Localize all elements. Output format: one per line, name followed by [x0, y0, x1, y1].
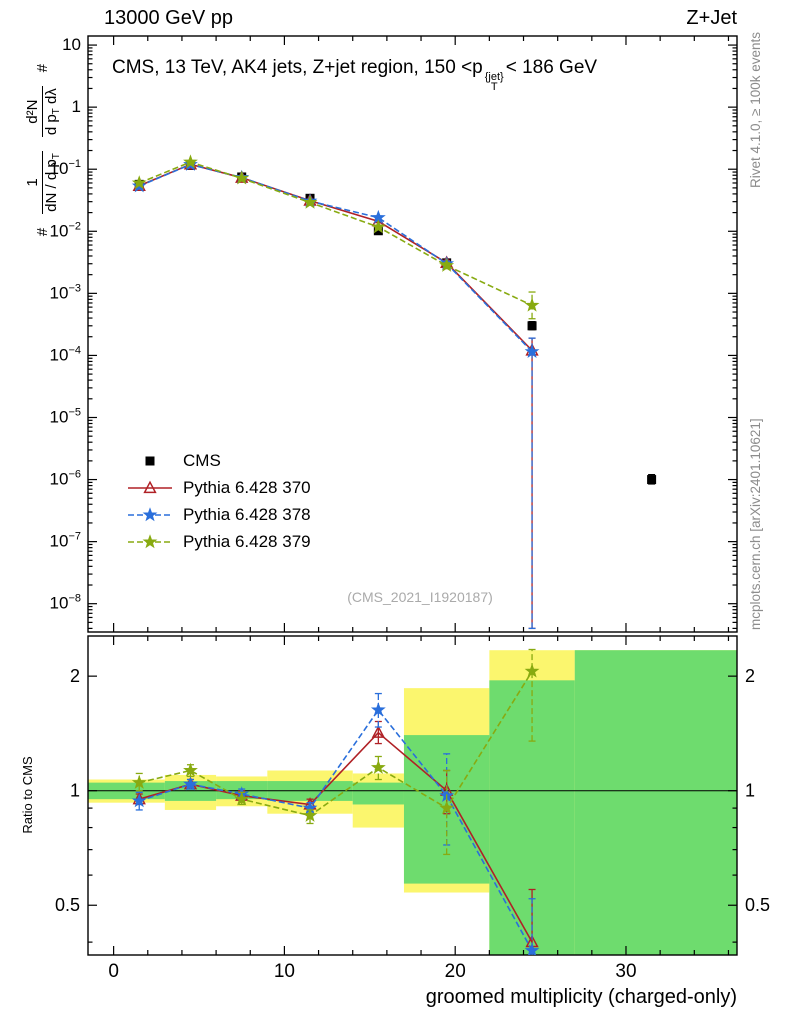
fraction-one-over-dndpt: 1 dN / d pT [23, 151, 62, 214]
svg-text:10: 10 [274, 961, 295, 982]
svg-text:30: 30 [615, 961, 636, 982]
svg-text:2: 2 [70, 666, 80, 686]
svg-text:10−4: 10−4 [50, 344, 81, 364]
legend-item-pythia-379: Pythia 6.428 379 [127, 528, 311, 555]
legend-item-pythia-370: Pythia 6.428 370 [127, 474, 311, 501]
hash-symbol: # [33, 227, 51, 237]
plot-title-pre: CMS, 13 TeV, AK4 jets, Z+jet region, 150… [112, 57, 483, 78]
svg-text:10−8: 10−8 [50, 593, 81, 613]
pt-jet-sup: {jet} [484, 71, 504, 83]
svg-text:10−6: 10−6 [50, 469, 81, 489]
svg-text:0.5: 0.5 [55, 895, 80, 915]
analysis-id-watermark: (CMS_2021_I1920187) [347, 589, 493, 605]
svg-text:1: 1 [745, 781, 755, 801]
svg-text:10: 10 [62, 35, 81, 54]
main-y-axis-label: # 1 dN / d pT d²N d pT dλ # [10, 35, 74, 265]
pt-superscript-subscript: {jet} T [484, 71, 504, 93]
legend-label: Pythia 6.428 370 [183, 477, 311, 497]
svg-text:1: 1 [72, 97, 81, 116]
legend-label: Pythia 6.428 379 [183, 531, 311, 551]
header-process: Z+Jet [686, 7, 737, 29]
legend-label: CMS [183, 450, 221, 470]
legend-item-cms: CMS [127, 447, 311, 474]
svg-text:20: 20 [445, 961, 466, 982]
plot-title-post: < 186 GeV [505, 57, 598, 78]
pt-t-sub: T [490, 81, 498, 93]
header-beam-energy: 13000 GeV pp [104, 7, 233, 29]
legend: CMS Pythia 6.428 370 Pythia 6.428 378 Py… [127, 447, 311, 555]
x-axis-label: groomed multiplicity (charged-only) [425, 986, 737, 1008]
fraction-d2n-dptdlambda: d²N d pT dλ [23, 86, 62, 138]
rivet-version-note: Rivet 4.1.0, ≥ 100k events [748, 32, 763, 188]
plot-title: CMS, 13 TeV, AK4 jets, Z+jet region, 150… [112, 57, 598, 93]
pythia-378-marker-icon [128, 506, 172, 521]
pythia-370-marker-icon [128, 480, 172, 493]
svg-text:10−3: 10−3 [50, 282, 81, 302]
mcplots-arxiv-note: mcplots.cern.ch [arXiv:2401.10621] [748, 418, 763, 630]
legend-item-pythia-378: Pythia 6.428 378 [127, 501, 311, 528]
cms-marker-icon [145, 456, 155, 465]
pythia-379-marker-icon [128, 533, 172, 548]
svg-text:2: 2 [745, 666, 755, 686]
svg-text:0: 0 [108, 961, 119, 982]
svg-text:1: 1 [70, 781, 80, 801]
svg-text:0.5: 0.5 [745, 895, 770, 915]
svg-text:10−7: 10−7 [50, 531, 81, 551]
ratio-y-axis-label: Ratio to CMS [20, 756, 35, 834]
svg-text:10−5: 10−5 [50, 406, 81, 426]
legend-label: Pythia 6.428 378 [183, 504, 311, 524]
hash-symbol: # [33, 63, 51, 73]
